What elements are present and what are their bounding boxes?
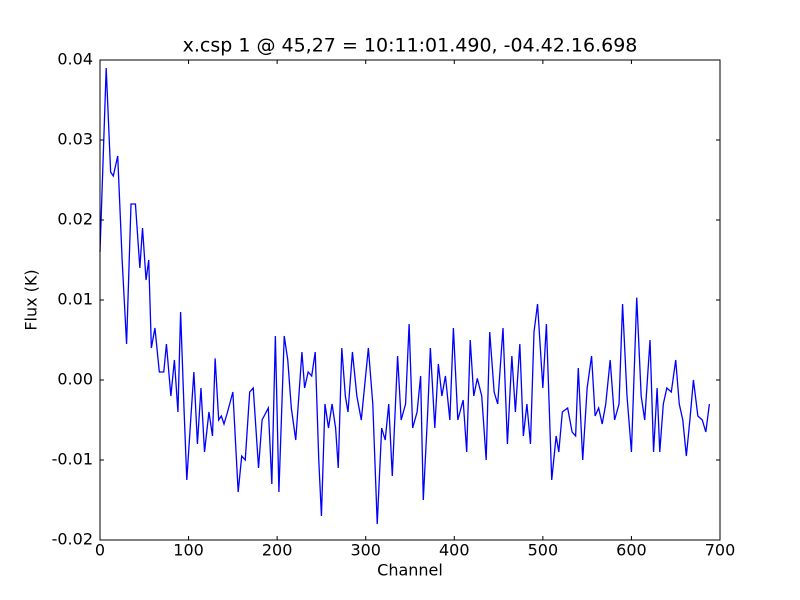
y-tick-label: -0.01 — [52, 450, 93, 469]
y-tick-label: 0.02 — [57, 210, 93, 229]
y-tick-label: 0.00 — [57, 370, 93, 389]
x-tick-label: 500 — [528, 541, 559, 560]
x-tick-label: 200 — [262, 541, 293, 560]
y-tick-label: 0.04 — [57, 50, 93, 69]
x-tick-label: 100 — [173, 541, 204, 560]
x-tick-label: 700 — [705, 541, 736, 560]
y-tick-label: 0.01 — [57, 290, 93, 309]
x-axis-label: Channel — [377, 561, 443, 580]
y-tick-label: -0.02 — [52, 530, 93, 549]
x-tick-label: 400 — [439, 541, 470, 560]
x-tick-label: 300 — [350, 541, 381, 560]
chart-title: x.csp 1 @ 45,27 = 10:11:01.490, -04.42.1… — [183, 35, 638, 57]
x-tick-label: 0 — [95, 541, 105, 560]
y-tick-label: 0.03 — [57, 130, 93, 149]
x-tick-label: 600 — [616, 541, 647, 560]
data-line — [99, 67, 711, 525]
y-axis-label: Flux (K) — [22, 269, 41, 330]
